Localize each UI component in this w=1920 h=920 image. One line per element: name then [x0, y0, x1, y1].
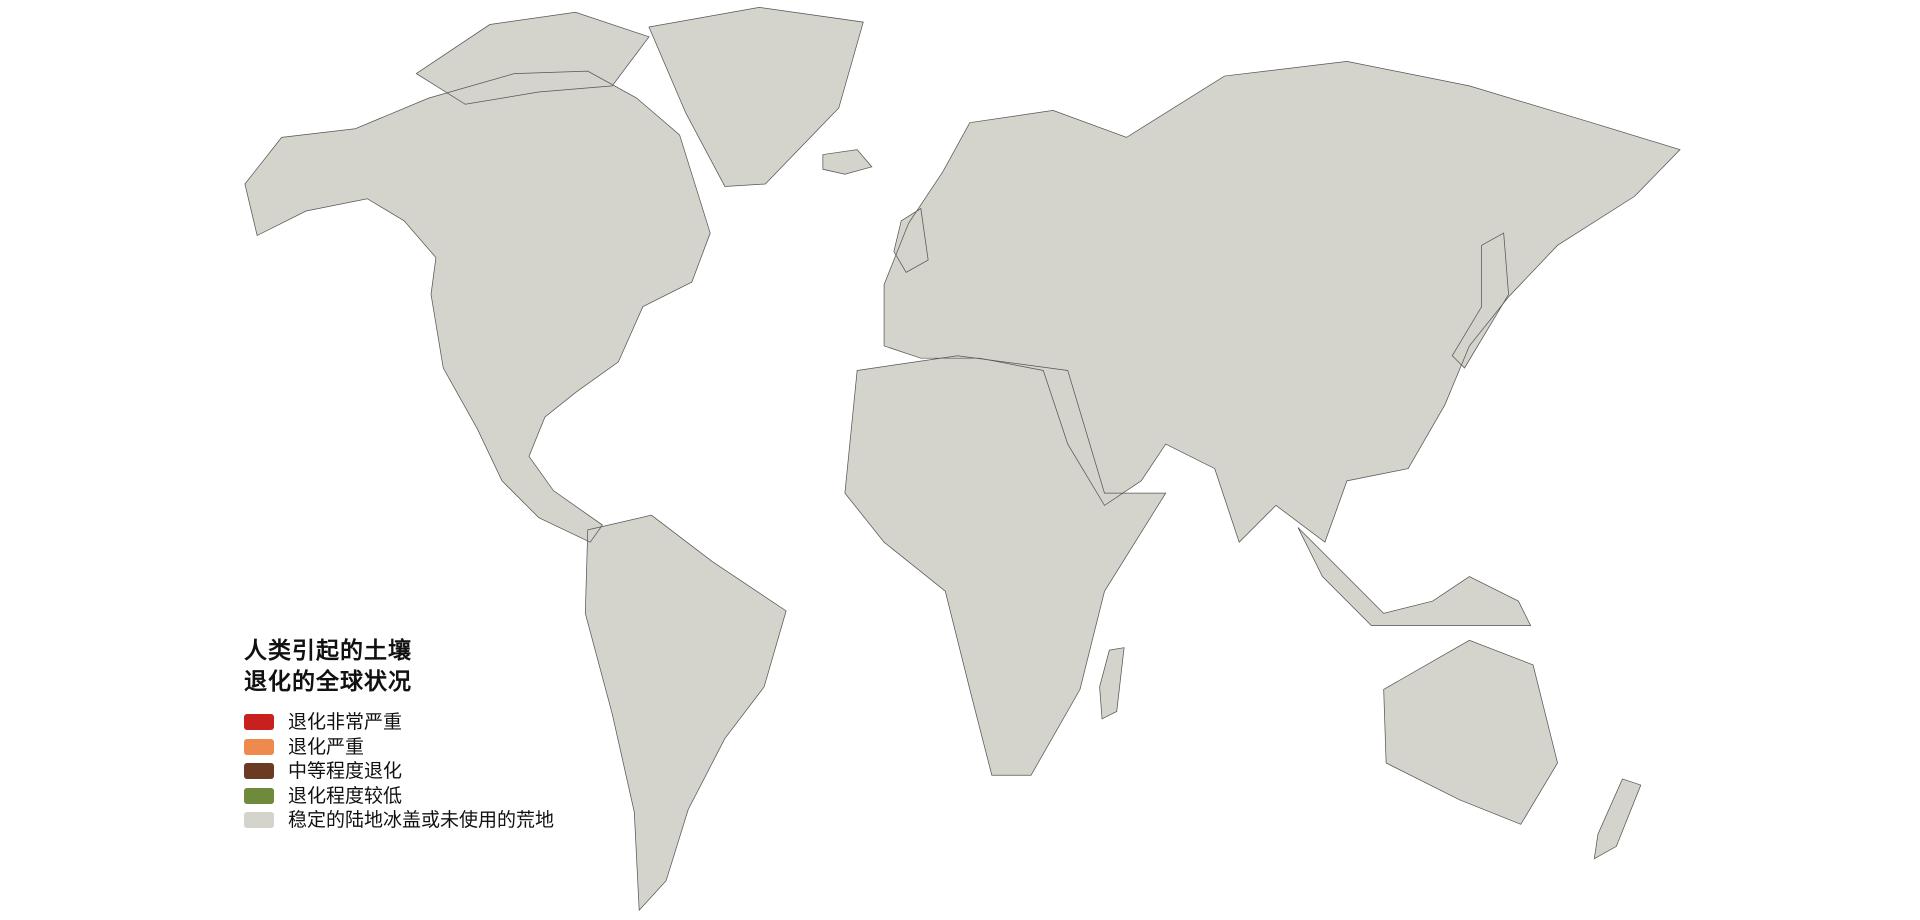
coastline-uk: [893, 207, 929, 273]
land-iceland: [822, 149, 872, 175]
legend-label: 退化程度较低: [288, 784, 403, 807]
coastline-madagascar: [1099, 647, 1125, 720]
coastline-north-america: [244, 70, 711, 543]
legend-swatch: [244, 812, 274, 829]
legend-item-severe: 退化严重: [244, 735, 554, 760]
land-south-america: [585, 515, 787, 911]
coastline-new-zealand: [1593, 778, 1642, 860]
land-north-america: [244, 71, 711, 543]
legend-swatch: [244, 738, 274, 755]
map-legend: 人类引起的土壤 退化的全球状况 退化非常严重 退化严重 中等程度退化 退化程度较…: [244, 636, 554, 833]
legend-label: 退化严重: [288, 735, 365, 758]
land-africa: [844, 355, 1166, 776]
land-new-zealand: [1594, 778, 1641, 859]
legend-swatch: [244, 787, 274, 804]
legend-swatch: [244, 763, 274, 780]
coastline-arctic-islands: [415, 11, 650, 105]
coastline-eurasia: [883, 60, 1681, 543]
land-arctic-islands: [416, 12, 649, 105]
legend-label: 退化非常严重: [288, 711, 403, 734]
coastline-africa: [844, 355, 1167, 776]
land-greenland: [648, 7, 864, 187]
coastline-indonesia: [1297, 527, 1532, 626]
legend-item-stable: 稳定的陆地冰盖或未使用的荒地: [244, 808, 554, 833]
legend-title-line-1: 人类引起的土壤: [244, 638, 412, 664]
legend-item-very-severe: 退化非常严重: [244, 710, 554, 735]
land-japan: [1452, 233, 1509, 368]
coastline-south-america: [584, 514, 787, 912]
land-australia: [1383, 640, 1558, 825]
legend-label: 稳定的陆地冰盖或未使用的荒地: [288, 809, 555, 832]
legend-title-line-2: 退化的全球状况: [244, 669, 412, 695]
legend-title: 人类引起的土壤 退化的全球状况: [244, 636, 554, 698]
coastline-greenland: [648, 6, 864, 187]
land-madagascar: [1099, 647, 1125, 719]
coastlines: [244, 6, 1681, 912]
coastline-iceland: [822, 149, 873, 175]
coastline-japan: [1451, 232, 1509, 369]
land-indonesia: [1297, 527, 1531, 626]
legend-items: 退化非常严重 退化严重 中等程度退化 退化程度较低 稳定的陆地冰盖或未使用的荒地: [244, 710, 554, 833]
degradation-region: [1384, 527, 1433, 576]
coastline-australia: [1383, 639, 1558, 825]
legend-item-moderate: 中等程度退化: [244, 759, 554, 784]
legend-swatch: [244, 714, 274, 731]
legend-item-low: 退化程度较低: [244, 784, 554, 809]
legend-label: 中等程度退化: [288, 760, 403, 783]
